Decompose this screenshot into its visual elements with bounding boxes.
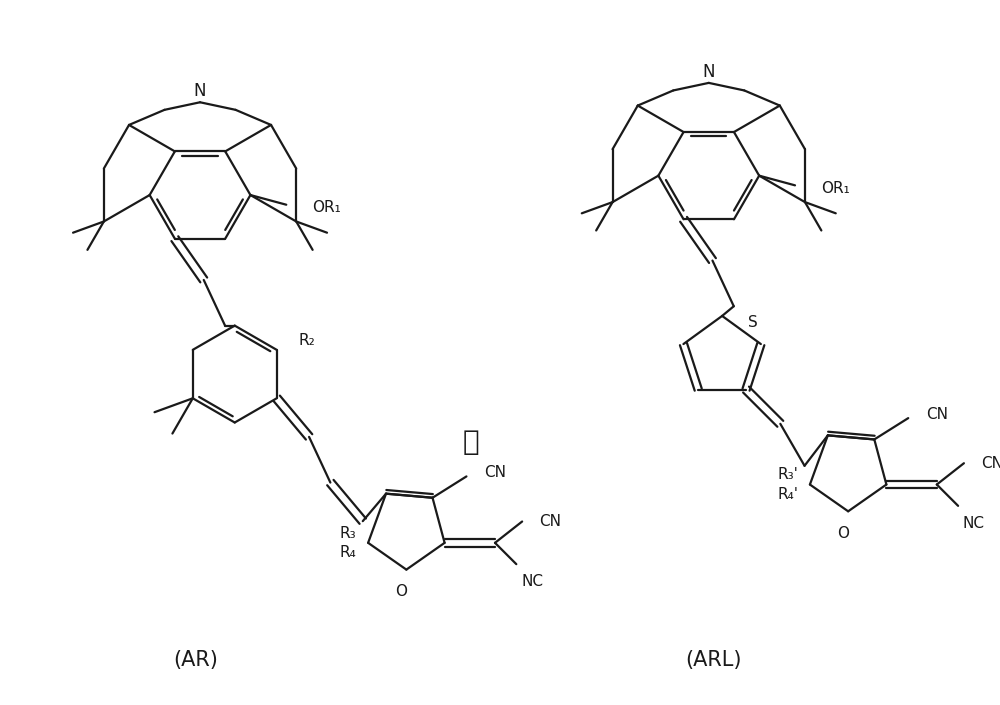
Text: (ARL): (ARL) (685, 650, 742, 670)
Text: S: S (748, 314, 758, 330)
Text: N: N (194, 82, 206, 100)
Text: R₄': R₄' (777, 486, 798, 502)
Text: N: N (703, 63, 715, 81)
Text: CN: CN (484, 465, 506, 480)
Text: 或: 或 (463, 428, 480, 456)
Text: CN: CN (926, 407, 948, 422)
Text: R₂: R₂ (298, 333, 315, 348)
Text: R₃': R₃' (777, 467, 798, 482)
Text: R₃: R₃ (340, 526, 356, 541)
Text: O: O (396, 584, 408, 599)
Text: OR₁: OR₁ (312, 200, 341, 215)
Text: CN: CN (540, 514, 562, 529)
Text: R₄: R₄ (340, 545, 356, 560)
Text: NC: NC (521, 574, 543, 589)
Text: OR₁: OR₁ (821, 180, 850, 196)
Text: O: O (837, 526, 849, 541)
Text: (AR): (AR) (173, 650, 218, 670)
Text: CN: CN (981, 455, 1000, 471)
Text: NC: NC (963, 516, 985, 531)
